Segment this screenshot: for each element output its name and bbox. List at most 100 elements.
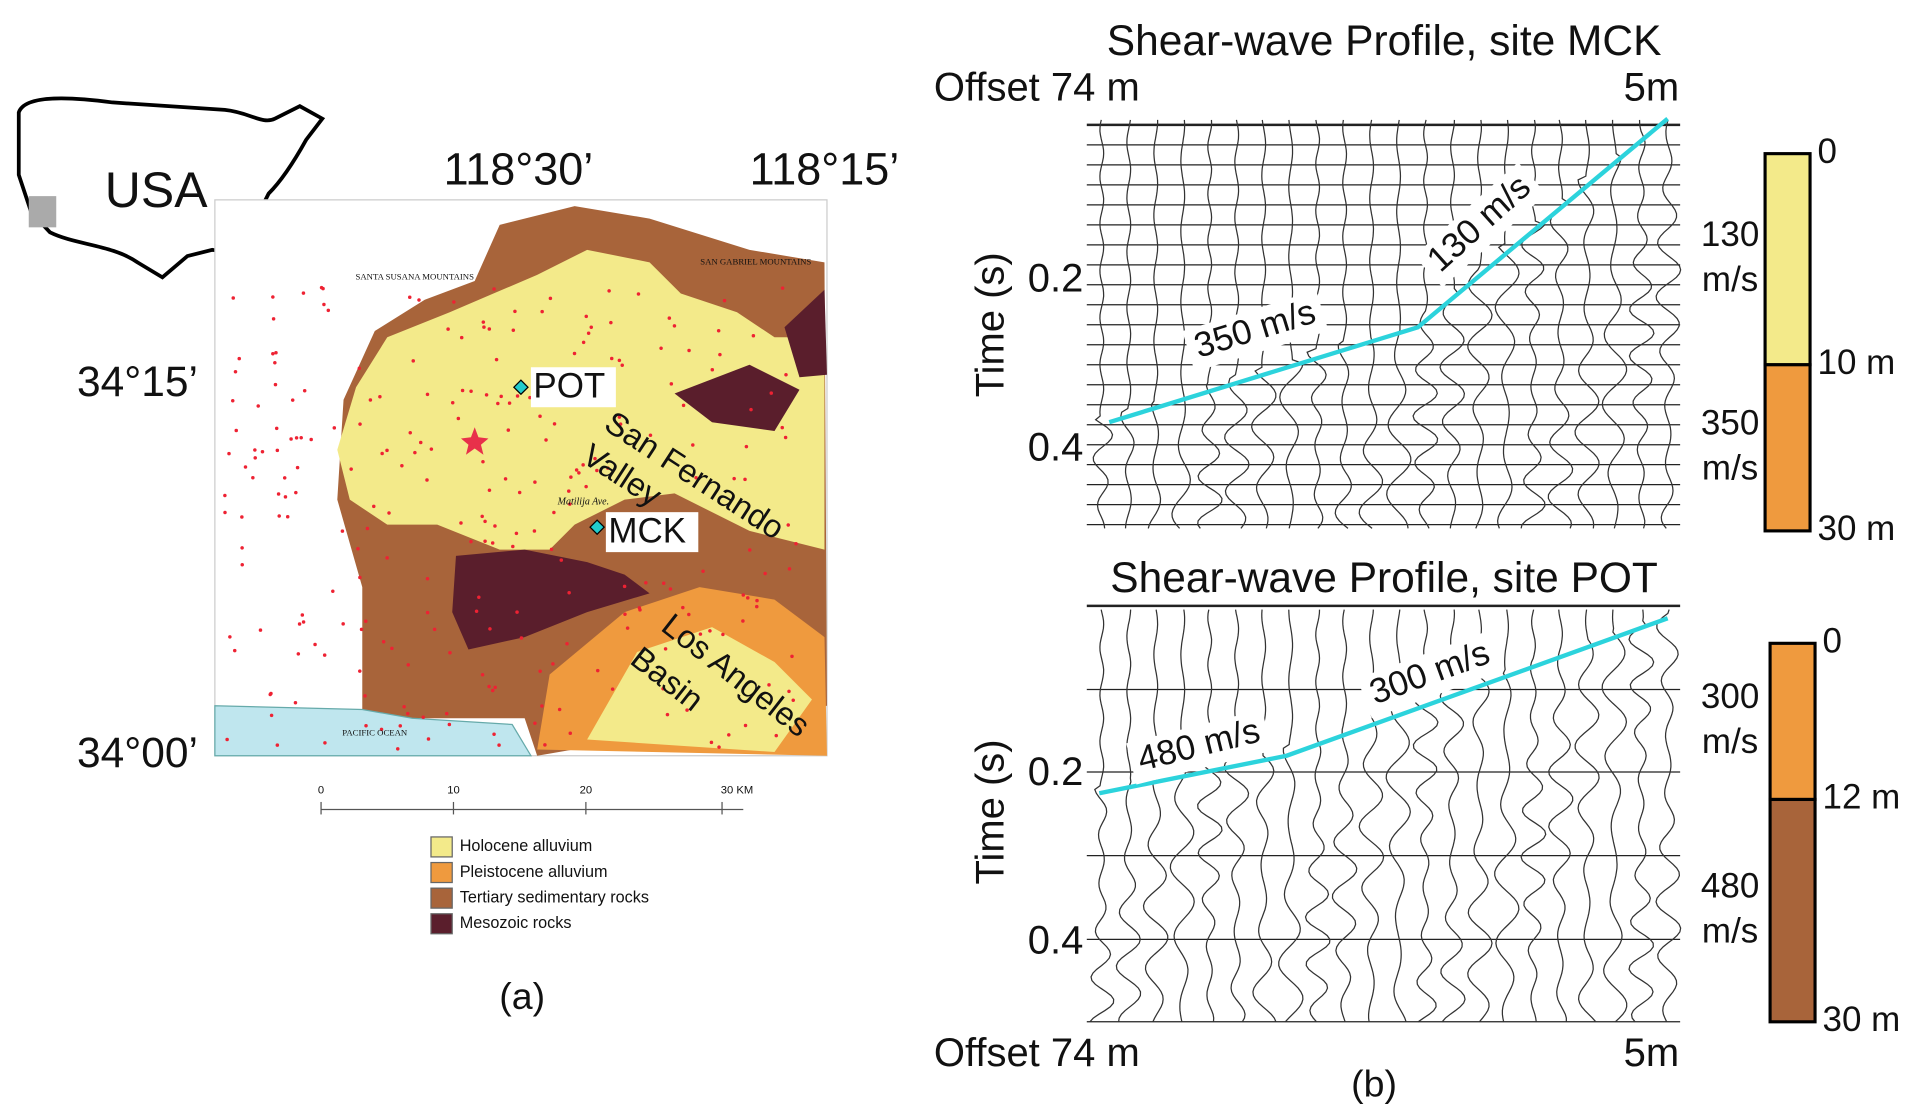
epicenter [514,531,519,536]
trace [1386,119,1412,529]
epicenter [273,361,277,365]
epicenter [743,723,748,728]
epicenter [487,488,492,493]
offset-label: Offset 74 m [934,1031,1140,1075]
epicenter [227,451,231,456]
legend-label: Tertiary sedimentary rocks [460,888,649,906]
epicenter [492,287,496,291]
epicenter [446,327,450,331]
epicenter [567,489,571,493]
layer-velocity: m/s [1702,449,1758,488]
epicenter [274,351,278,355]
epicenter [482,325,486,329]
epicenter [515,610,519,614]
trace [1358,119,1384,529]
epicenter [237,356,241,361]
epicenter [617,358,622,363]
epicenter [794,542,798,546]
trace [1092,119,1114,529]
epicenter [425,576,430,581]
epicenter [429,447,434,451]
epicenter [282,476,287,480]
epicenter [744,444,749,449]
epicenter [358,422,362,426]
epicenter [517,490,522,495]
epicenter [665,712,670,717]
epicenter [452,300,456,304]
map-label: Matilija Ave. [557,496,609,507]
epicenter [390,646,394,651]
epicenter [503,477,508,481]
layer [1763,363,1812,533]
epicenter [322,653,327,657]
epicenter [487,327,492,331]
epicenter [622,584,627,589]
epicenter [577,471,581,475]
epicenter [483,519,487,524]
epicenter [301,620,306,624]
trace [1171,119,1191,529]
epicenter [533,721,537,726]
geologic-map [214,199,828,757]
epicenter [617,415,622,419]
trace [1547,119,1574,529]
epicenter [240,562,244,567]
epicenter [447,722,452,727]
trace [1520,609,1547,1022]
trace [1120,119,1135,529]
epicenter [283,495,288,499]
epicenter [480,514,484,519]
layer-velocity: m/s [1702,722,1758,761]
trace [1574,119,1600,529]
legend-swatch [430,887,453,909]
site-label: POT [533,367,605,406]
y-tick-label: 0.4 [1028,919,1084,963]
trace [1304,609,1331,1023]
epicenter [519,636,524,640]
epicenter [511,328,516,333]
epicenter [552,422,557,426]
epicenter [294,490,298,495]
epicenter [687,612,691,617]
scale-label: 10 [447,785,460,797]
epicenter [732,476,736,481]
epicenter [687,348,691,353]
epicenter [607,289,611,293]
epicenter [494,357,499,362]
epicenter [322,302,326,307]
epicenter [406,711,410,716]
epicenter [411,359,415,363]
epicenter [488,627,492,631]
epicenter [372,504,376,509]
velocity-label: 350 m/s [1190,292,1320,366]
epicenter [240,546,244,550]
epicenter [685,708,689,712]
epicenter [644,580,648,585]
epicenter [774,733,779,738]
epicenter [313,642,317,647]
epicenter [228,635,232,639]
epicenter [421,715,425,720]
epicenter [568,502,572,506]
trace [1467,119,1493,529]
epicenter [271,352,275,356]
epicenter [260,449,265,454]
epicenter [581,340,586,345]
epicenter [253,456,257,460]
epicenter [668,587,673,591]
epicenter [275,448,280,453]
epicenter [477,595,481,599]
y-axis-label: Time (s) [969,252,1013,397]
epicenter [708,629,712,633]
epicenter [532,529,537,533]
depth-label: 12 m [1823,778,1901,817]
epicenter [584,314,589,319]
label-bg [1126,709,1273,785]
layer-velocity: 300 [1701,677,1759,716]
profile-title: Shear-wave Profile, site POT [1110,554,1658,601]
epicenter [648,433,653,437]
legend-swatch [430,861,453,884]
epicenter [273,382,278,387]
velocity-label: 130 m/s [1419,167,1538,279]
label-bg [1357,630,1504,719]
